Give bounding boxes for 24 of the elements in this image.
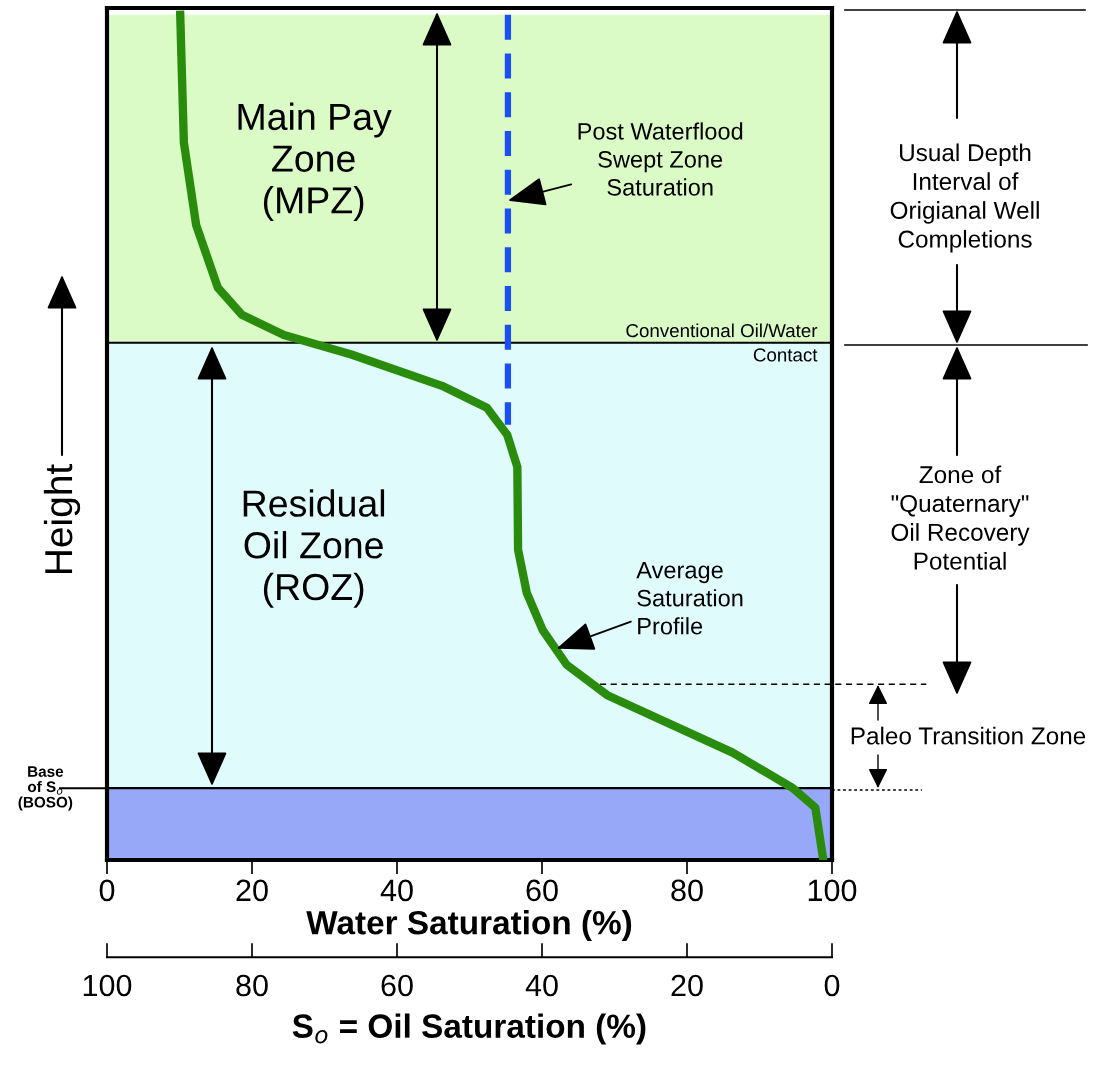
band-label: Residual Oil Zone (ROZ) [243,489,385,608]
x2-tick-label: 40 [525,974,558,997]
y-axis-title: Height [43,464,81,574]
x2-tick-label: 80 [236,974,268,997]
x-axis-title: Water Saturation (%) [306,910,632,942]
x-tick-label: 80 [671,879,703,902]
x2-tick-label: 60 [381,974,413,997]
text: Paleo Transition Zone [851,726,1086,745]
band-label: Main Pay Zone (MPZ) [238,102,392,222]
annotation: Post Waterflood Swept Zone Saturation [578,122,743,196]
x-tick-label: 100 [808,879,857,902]
x-tick-label: 60 [526,879,558,902]
x2-axis-title: S$_{o}$ = Oil Saturation (%) [292,1013,646,1045]
ref-line-label: Conventional Oil/Water Contact [626,323,818,362]
x2-tick-label: 100 [83,974,132,997]
annotation: Average Saturation Profile [636,562,743,635]
ref-line-label: Base of S$_{o}$ (BOSO) [18,766,73,811]
text: Zone of "Quaternary" Oil Recovery Potential [891,465,1030,570]
text: Usual Depth Interval of Origianal Well Completions [890,143,1039,253]
x-tick-label: 0 [99,879,115,902]
x-tick-label: 20 [236,879,268,902]
x2-tick-label: 20 [671,974,703,997]
x-tick-label: 40 [380,879,413,902]
x2-tick-label: 0 [824,974,840,997]
